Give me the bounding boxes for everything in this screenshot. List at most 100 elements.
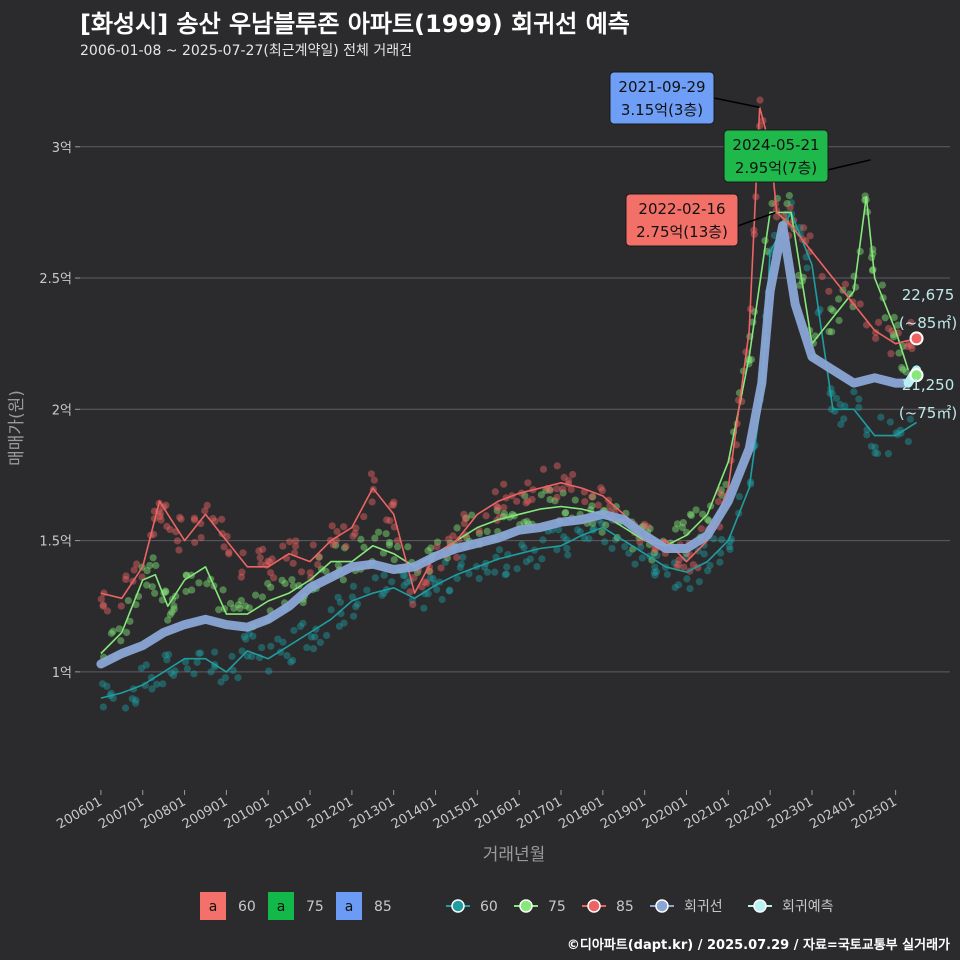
legend-box-label: 60 xyxy=(238,899,256,915)
scatter-point xyxy=(714,497,723,506)
annotation-box xyxy=(609,71,715,125)
scatter-point xyxy=(243,652,252,660)
annotation-date: 2021-09-29 xyxy=(618,78,705,96)
scatter-point xyxy=(409,600,417,609)
scatter-point xyxy=(716,549,725,557)
scatter-point xyxy=(169,671,178,679)
x-tick-label: 201201 xyxy=(305,794,355,832)
scatter-point xyxy=(170,605,178,613)
x-tick-label: 202401 xyxy=(807,794,857,832)
scatter-point xyxy=(829,307,837,315)
scatter-point xyxy=(851,283,860,291)
scatter-point xyxy=(380,571,388,579)
scatter-point xyxy=(850,388,858,396)
scatter-point xyxy=(689,561,697,569)
scatter-point xyxy=(182,587,190,596)
scatter-point xyxy=(621,543,629,551)
scatter-point xyxy=(585,535,593,543)
scatter-point xyxy=(683,575,691,583)
scatter-point xyxy=(236,604,244,613)
scatter-point xyxy=(884,450,892,458)
scatter-point xyxy=(704,515,712,524)
scatter-point xyxy=(258,643,266,652)
scatter-point xyxy=(908,345,916,353)
end-label-value: 22,675 xyxy=(902,286,955,304)
scatter-point xyxy=(401,571,409,580)
regression-line xyxy=(96,221,913,669)
scatter-point xyxy=(576,528,584,536)
legend-marker xyxy=(587,899,601,913)
scatter-point xyxy=(773,213,781,221)
scatter-point xyxy=(553,493,561,501)
scatter-point xyxy=(580,534,589,542)
scatter-point xyxy=(315,553,323,561)
scatter-point xyxy=(803,264,811,272)
scatter-point xyxy=(906,415,914,423)
scatter-point xyxy=(175,546,183,554)
scatter-point xyxy=(841,402,849,410)
scatter-point xyxy=(494,503,502,512)
scatter-point xyxy=(99,703,107,711)
y-axis-title: 매매가(원) xyxy=(7,390,27,466)
scatter-point xyxy=(341,544,349,552)
scatter-point xyxy=(457,560,465,568)
scatter-point xyxy=(288,576,296,584)
scatter-point xyxy=(400,582,408,590)
scatter-point xyxy=(234,601,243,609)
scatter-point xyxy=(887,350,895,358)
scatter-point xyxy=(698,510,707,518)
scatter-point xyxy=(349,582,358,590)
annotation-price: 2.95억(7층) xyxy=(735,159,817,177)
scatter-point xyxy=(513,565,521,573)
legend-line-label: 60 xyxy=(480,899,498,915)
scatter-point xyxy=(289,559,297,567)
scatter-point xyxy=(501,570,509,579)
scatter-point xyxy=(539,465,548,473)
scatter-point xyxy=(827,305,835,313)
scatter-point xyxy=(226,599,235,608)
x-tick-label: 200801 xyxy=(138,794,188,832)
scatter-point xyxy=(890,333,898,341)
scatter-point xyxy=(421,578,429,586)
scatter-point xyxy=(520,544,528,552)
scatter-point xyxy=(526,555,535,563)
scatter-point xyxy=(538,555,546,563)
scatter-point xyxy=(841,280,850,288)
scatter-point xyxy=(787,199,796,207)
scatter-point xyxy=(871,443,879,451)
scatter-point xyxy=(725,542,734,551)
scatter-point xyxy=(453,553,461,562)
scatter-point xyxy=(378,591,386,599)
scatter-point xyxy=(279,638,287,646)
scatter-point xyxy=(220,543,228,551)
legend-line-label: 회귀예측 xyxy=(782,899,834,915)
scatter-point xyxy=(161,651,169,659)
scatter-point xyxy=(131,699,140,707)
scatter-point xyxy=(718,491,726,499)
scatter-point xyxy=(342,542,350,551)
scatter-point xyxy=(692,506,700,514)
scatter-point xyxy=(855,403,863,412)
scatter-point xyxy=(311,633,319,641)
scatter-point xyxy=(322,567,330,576)
scatter-point xyxy=(513,497,521,505)
scatter-point xyxy=(225,548,233,556)
scatter-point xyxy=(162,588,170,596)
scatter-point xyxy=(768,199,776,208)
scatter-point xyxy=(898,363,906,372)
scatter-point xyxy=(336,598,345,606)
scatter-point xyxy=(360,513,368,521)
scatter-point xyxy=(177,515,185,523)
scatter-point xyxy=(637,543,645,551)
scatter-point xyxy=(349,532,357,540)
scatter-point xyxy=(726,545,734,553)
scatter-point xyxy=(340,523,348,531)
scatter-point xyxy=(735,492,743,501)
scatter-point xyxy=(456,563,464,572)
scatter-point xyxy=(560,533,568,541)
x-tick-label: 200701 xyxy=(96,794,146,832)
scatter-point xyxy=(500,503,508,512)
scatter-point xyxy=(648,556,656,564)
scatter-point xyxy=(353,600,362,608)
scatter-point xyxy=(357,535,365,543)
